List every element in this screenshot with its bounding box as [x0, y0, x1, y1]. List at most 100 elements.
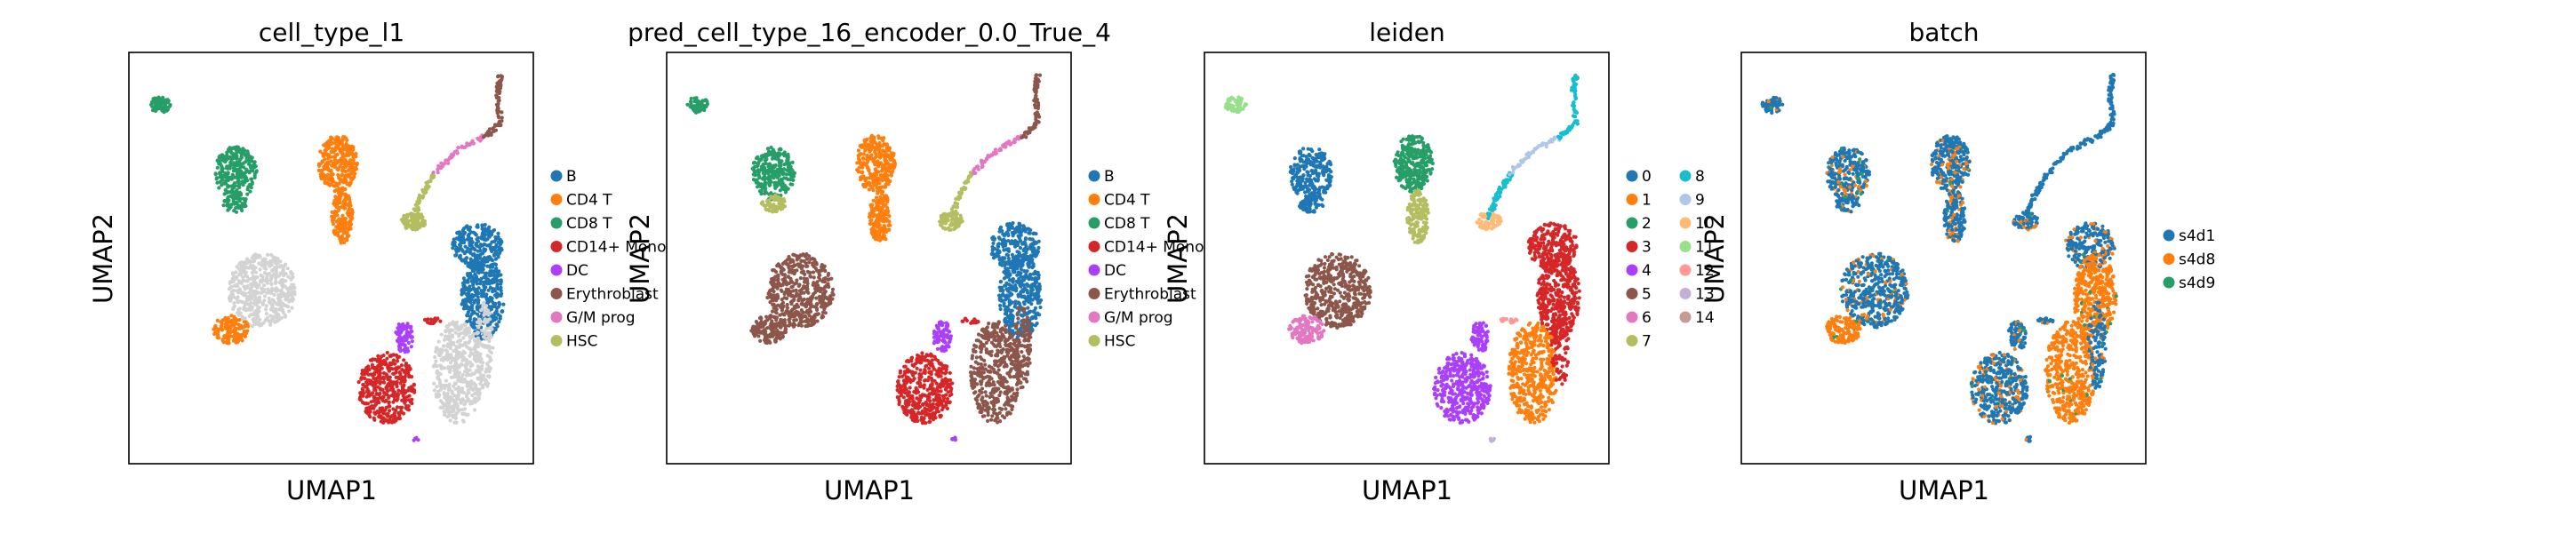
data-point-322: [756, 168, 761, 172]
data-point-194: [241, 183, 245, 187]
data-point-654: [865, 181, 869, 186]
data-point-3133: [440, 350, 444, 354]
data-point-3127: [470, 371, 475, 376]
data-point-3225: [484, 304, 489, 308]
data-point-670: [871, 174, 876, 179]
data-point-1170: [787, 274, 791, 279]
data-point-3097: [460, 397, 465, 402]
data-point-886: [276, 274, 281, 278]
data-point-1289: [785, 306, 790, 310]
data-point-819: [334, 219, 339, 224]
data-point-851: [887, 227, 892, 232]
data-point-320: [248, 169, 252, 173]
data-point-1305: [774, 311, 779, 315]
data-point-1180: [253, 256, 258, 260]
data-point-1971: [406, 349, 411, 354]
data-point-282: [232, 152, 236, 156]
data-point-324: [246, 185, 251, 189]
data-point-1462: [226, 328, 230, 332]
data-point-1471: [758, 330, 764, 335]
data-point-807: [338, 205, 342, 210]
data-point-1331: [799, 316, 804, 321]
data-point-1468: [245, 322, 250, 326]
data-point-2648: [495, 272, 500, 276]
data-point-3152: [439, 365, 444, 370]
data-point-1979: [406, 324, 411, 329]
data-point-1215: [264, 260, 268, 265]
data-point-2608: [479, 289, 484, 293]
data-point-384: [769, 195, 773, 199]
data-point-300: [228, 184, 233, 188]
data-point-1858: [376, 375, 380, 379]
data-point-308: [756, 155, 760, 160]
data-point-285: [228, 146, 232, 150]
data-point-1784: [387, 394, 391, 399]
data-point-1870: [378, 392, 382, 396]
data-point-1725: [364, 384, 369, 389]
data-point-656: [340, 179, 345, 184]
data-point-811: [341, 203, 346, 207]
data-point-842: [347, 222, 351, 227]
data-point-660: [350, 165, 355, 170]
data-point-1296: [830, 287, 836, 291]
data-point-3138: [444, 330, 448, 334]
data-point-2258: [497, 248, 501, 252]
data-point-3165: [449, 353, 453, 357]
data-point-246: [228, 148, 232, 153]
data-point-1776: [380, 387, 385, 392]
data-point-45: [700, 99, 705, 103]
data-point-961: [770, 309, 775, 314]
data-point-965: [788, 320, 792, 324]
data-point-679: [892, 160, 897, 164]
data-point-2944: [472, 338, 477, 343]
data-point-366: [234, 210, 239, 214]
data-point-2314: [483, 229, 487, 234]
data-point-1277: [814, 288, 819, 292]
data-point-1464: [781, 322, 786, 326]
data-point-3040: [436, 394, 441, 399]
data-point-649: [333, 148, 338, 153]
data-point-2708: [443, 338, 447, 342]
data-point-1209: [810, 296, 814, 300]
data-point-286: [775, 175, 780, 179]
data-point-1214: [236, 311, 240, 315]
data-point-1121: [775, 292, 780, 297]
data-point-1293: [262, 257, 267, 261]
data-point-2846: [447, 330, 452, 335]
data-point-1752: [402, 370, 406, 374]
data-point-305: [250, 155, 254, 160]
data-point-1339: [775, 264, 780, 268]
data-point-1327: [289, 282, 294, 287]
data-point-1779: [403, 378, 407, 382]
data-point-1867: [376, 363, 380, 369]
data-point-1298: [265, 274, 269, 278]
data-point-2325: [461, 235, 466, 240]
data-point-1319: [820, 268, 824, 273]
data-point-1718: [404, 362, 409, 366]
data-point-303: [754, 180, 758, 185]
data-point-1127: [274, 275, 278, 280]
data-point-1942: [403, 343, 407, 347]
data-point-840: [880, 189, 885, 194]
data-point-1416: [756, 334, 761, 338]
data-point-3166: [467, 340, 471, 345]
data-point-2672: [470, 292, 475, 298]
data-point-1029: [234, 270, 238, 274]
data-point-263: [770, 150, 775, 155]
data-point-1958: [403, 338, 407, 343]
data-point-663: [866, 165, 870, 171]
data-point-2327: [478, 244, 483, 249]
data-point-1233: [291, 297, 296, 301]
data-point-1114: [780, 308, 785, 313]
data-point-1493: [376, 354, 380, 358]
data-point-1791: [375, 410, 380, 414]
data-point-492: [340, 165, 345, 171]
data-point-3162: [476, 398, 480, 402]
data-point-3001: [467, 398, 471, 402]
data-point-3063: [444, 348, 448, 353]
data-point-657: [324, 153, 329, 157]
panel-2-title: pred_cell_type_16_encoder_0.0_True_4: [628, 18, 1111, 47]
data-point-1145: [269, 276, 274, 281]
data-point-1279: [782, 291, 787, 297]
data-point-1216: [258, 323, 262, 328]
